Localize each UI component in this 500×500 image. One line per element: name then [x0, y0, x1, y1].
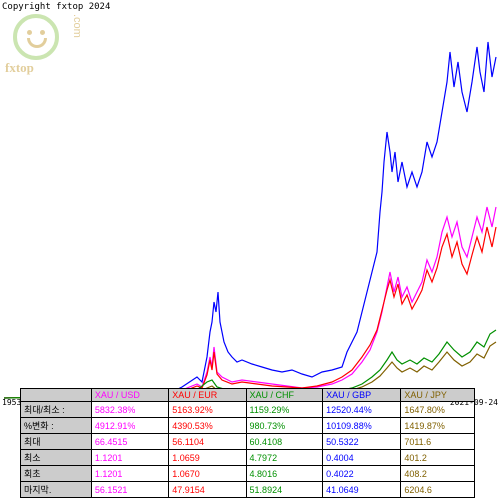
table-cell: 4390.53%	[169, 418, 246, 434]
table-cell: 1.1201	[91, 466, 168, 482]
table-header: XAU / USD	[91, 389, 168, 402]
table-cell: 1.0659	[169, 450, 246, 466]
table-cell: 1.1201	[91, 450, 168, 466]
table-cell: 51.8924	[246, 482, 323, 498]
table-cell: 4.7972	[246, 450, 323, 466]
table-cell: 1159.29%	[246, 402, 323, 418]
table-cell: 47.9154	[169, 482, 246, 498]
table-header: XAU / EUR	[169, 389, 246, 402]
row-label: 회초	[21, 466, 92, 482]
price-chart	[2, 12, 498, 400]
table-header: XAU / GBP	[323, 389, 401, 402]
table-cell: 41.0649	[323, 482, 401, 498]
table-cell: 7011.6	[401, 434, 475, 450]
table-cell: 0.4004	[323, 450, 401, 466]
table-cell: 6204.6	[401, 482, 475, 498]
table-cell: 4912.91%	[91, 418, 168, 434]
copyright-text: Copyright fxtop 2024	[2, 2, 110, 12]
table-cell: 5163.92%	[169, 402, 246, 418]
table-header: XAU / CHF	[246, 389, 323, 402]
table-cell: 56.1521	[91, 482, 168, 498]
table-cell: 12520.44%	[323, 402, 401, 418]
table-cell: 1.0670	[169, 466, 246, 482]
table-cell: 50.5322	[323, 434, 401, 450]
row-label: 최대	[21, 434, 92, 450]
table-cell: 60.4108	[246, 434, 323, 450]
row-label: 마지막.	[21, 482, 92, 498]
row-label: 최대/최소 :	[21, 402, 92, 418]
table-cell: 10109.88%	[323, 418, 401, 434]
table-cell: 66.4515	[91, 434, 168, 450]
table-cell: 0.4022	[323, 466, 401, 482]
row-label: 최소	[21, 450, 92, 466]
table-cell: 1419.87%	[401, 418, 475, 434]
table-cell: 401.2	[401, 450, 475, 466]
table-cell: 56.1104	[169, 434, 246, 450]
table-header: XAU / JPY	[401, 389, 475, 402]
table-cell: 408.2	[401, 466, 475, 482]
row-label: %변화 :	[21, 418, 92, 434]
table-cell: 4.8016	[246, 466, 323, 482]
stats-table: XAU / USDXAU / EURXAU / CHFXAU / GBPXAU …	[20, 388, 475, 498]
table-cell: 1647.80%	[401, 402, 475, 418]
table-cell: 980.73%	[246, 418, 323, 434]
table-cell: 5832.38%	[91, 402, 168, 418]
table-corner	[21, 389, 92, 402]
